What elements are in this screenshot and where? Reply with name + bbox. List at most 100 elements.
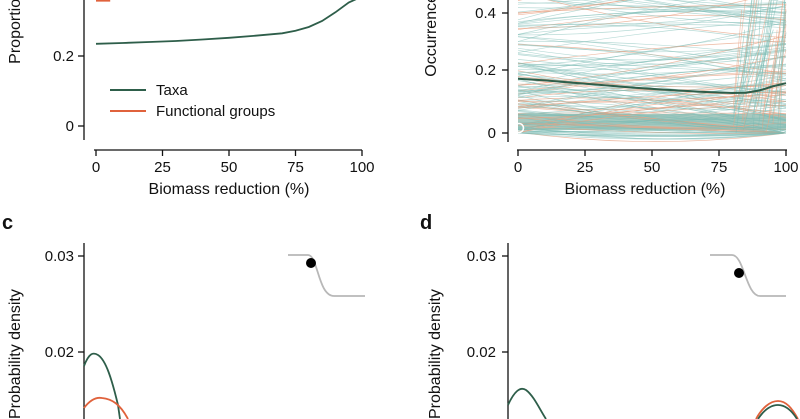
panel-b-trajectory (517, 0, 629, 14)
panel-d-letter: d (420, 212, 432, 234)
panel-a-functional-groups-line (96, 0, 111, 2)
panel-d: d Probability density 0.03 0.02 (420, 212, 799, 419)
panel-b-trajectory (517, 43, 787, 87)
panel-b-trajectory (517, 130, 787, 134)
panel-b-trajectory (517, 80, 787, 126)
panel-b-trajectory (517, 0, 615, 13)
panel-b-trajectory (517, 85, 787, 102)
x-tick-label: 50 (644, 159, 661, 176)
panel-c-inset-point (306, 258, 316, 268)
panel-d-ylabel: Probability density (427, 289, 444, 419)
panel-b-trajectory (517, 43, 787, 74)
panel-c-letter: c (2, 212, 13, 234)
panel-b-trajectory (755, 36, 775, 113)
panel-b-trajectory (643, 0, 787, 27)
panel-b-trajectory (517, 0, 635, 24)
panel-c-inset-curve (288, 254, 365, 297)
panel-b-mean-line (517, 77, 787, 95)
panel-b-trajectory (741, 0, 752, 103)
panel-b-trajectory (769, 2, 783, 118)
panel-b-trajectory (517, 126, 787, 134)
panel-b-trajectory (517, 123, 787, 134)
panel-a-xlabel: Biomass reduction (%) (149, 181, 310, 198)
panel-b-trajectory (708, 0, 787, 15)
x-tick-label: 25 (154, 159, 171, 176)
panel-b-trajectory (517, 5, 787, 28)
panel-b-trajectory (671, 0, 787, 15)
panel-b-trajectory (732, 0, 756, 128)
x-tick-label: 75 (287, 159, 304, 176)
panel-d-inset (710, 254, 786, 297)
panel-b-trajectory (517, 101, 787, 117)
panel-d-taxa-density-right (757, 404, 798, 419)
panel-b-trajectory (517, 49, 787, 96)
panel-c-inset (288, 254, 365, 297)
panel-b-trajectory (517, 76, 787, 88)
panel-c-functional-groups-density (83, 396, 129, 419)
panel-b-trajectory (517, 126, 787, 137)
y-tick-label: 0.03 (45, 248, 74, 265)
x-tick-label: 75 (711, 159, 728, 176)
panel-b-trajectory (748, 29, 774, 106)
panel-b-trajectory (742, 0, 770, 120)
panel-b-trajectory (517, 131, 787, 142)
panel-c: c Probability density 0.03 0.02 (2, 212, 365, 419)
panel-b-trajectory (774, 32, 787, 108)
panel-b-trajectory (517, 0, 749, 29)
panel-b-trajectory (768, 29, 778, 123)
panel-b-start-marker (513, 122, 525, 134)
panel-a: Proportion 0.2 0 0 25 50 75 100 Biomass … (7, 0, 375, 198)
panel-b-xticks: 0 25 50 75 100 (514, 150, 799, 176)
y-tick-label: 0.03 (467, 248, 496, 265)
panel-b-trajectory (755, 0, 772, 108)
panel-b-trajectory (517, 66, 787, 121)
panel-b-trajectory (517, 0, 628, 16)
panel-b-trajectory (517, 92, 787, 103)
legend-fg-label: Functional groups (156, 103, 275, 120)
panel-a-ylabel: Proportion (7, 0, 24, 64)
panel-d-inset-point (734, 268, 744, 278)
y-tick-label: 0 (488, 125, 496, 142)
panel-b-trajectory (517, 62, 787, 87)
panel-b-trajectory (517, 132, 787, 137)
panel-c-taxa-density (83, 352, 121, 419)
panel-b-trajectory (737, 0, 753, 110)
panel-b-trajectory (517, 118, 787, 128)
panel-b-trajectory (517, 21, 787, 67)
panel-b-trajectory (517, 78, 787, 128)
panel-d-functional-groups-density-right (755, 400, 799, 419)
panel-b-trajectory (517, 73, 787, 121)
panel-b-trajectory (517, 63, 787, 75)
y-tick-label: 0 (66, 118, 74, 135)
panel-b-trajectory (761, 34, 772, 129)
x-tick-label: 100 (773, 159, 798, 176)
panel-b-trajectories (517, 0, 787, 142)
panel-b-trajectory (745, 0, 760, 102)
panel-b-trajectory (517, 43, 787, 53)
panel-b-trajectory (752, 0, 762, 131)
panel-b-trajectory (517, 101, 787, 115)
panel-b-trajectory (517, 107, 787, 129)
panel-b-trajectory (742, 0, 757, 103)
y-tick-label: 0.02 (45, 344, 74, 361)
panel-b-yticks: 0.4 0.2 0 (475, 5, 508, 142)
panel-b-trajectory (517, 10, 787, 24)
panel-a-legend: Taxa Functional groups (110, 82, 275, 120)
panel-b-trajectory (741, 0, 758, 123)
panel-b-trajectory (517, 62, 787, 109)
panel-b-trajectory (517, 24, 787, 35)
y-tick-label: 0.2 (475, 62, 496, 79)
panel-a-xticks: 0 25 50 75 100 (92, 150, 375, 176)
panel-b-trajectory (733, 0, 746, 104)
panel-b: Occurrence 0.4 0.2 0 0 25 50 75 100 Biom… (423, 0, 799, 198)
panel-b-trajectory (752, 0, 770, 104)
y-tick-label: 0.2 (53, 48, 74, 65)
panel-b-xlabel: Biomass reduction (%) (565, 181, 726, 198)
panel-b-trajectory (757, 0, 772, 107)
panel-b-trajectory (779, 0, 786, 133)
x-tick-label: 0 (92, 159, 100, 176)
panel-c-ylabel: Probability density (7, 289, 24, 419)
panel-b-ylabel: Occurrence (423, 0, 440, 77)
panel-b-trajectory (765, 49, 787, 133)
